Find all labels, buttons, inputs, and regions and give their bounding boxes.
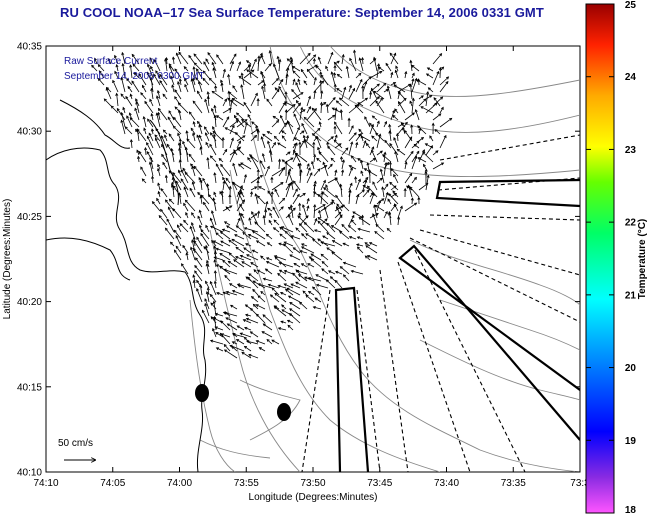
colorbar — [585, 3, 615, 514]
scale-label: 50 cm/s — [58, 438, 93, 449]
dashed-transect-lines — [301, 134, 580, 472]
x-tick-label: 73:35 — [501, 478, 526, 489]
colorbar-tick-label: 21 — [625, 290, 637, 301]
x-tick-label: 73:3 — [570, 478, 590, 489]
colorbar-ticks: 25 24 23 22 21 20 19 18 — [586, 0, 636, 516]
map-title: RU COOL NOAA–17 Sea Surface Temperature:… — [60, 5, 544, 20]
colorbar-tick-label: 20 — [625, 363, 637, 374]
colorbar-label: Temperature (°C) — [637, 219, 648, 300]
y-axis-label: Latitude (Degrees:Minutes) — [2, 199, 13, 320]
legend-line-2: September 14, 2006 0300 GMT — [64, 71, 205, 82]
legend-line-1: Raw Surface Current — [64, 56, 158, 67]
y-tick-label: 40:30 — [17, 127, 42, 138]
y-tick-label: 40:25 — [17, 212, 42, 223]
x-axis-ticks: 74:10 74:05 74:00 73:55 73:50 73:45 73:40 73:35… — [33, 46, 590, 489]
colorbar-tick-label: 25 — [625, 0, 637, 11]
x-tick-label: 73:55 — [234, 478, 259, 489]
station-marker — [195, 384, 209, 402]
surface-current-vectors — [91, 49, 453, 359]
x-tick-label: 73:45 — [367, 478, 392, 489]
y-tick-label: 40:15 — [17, 382, 42, 393]
x-tick-label: 74:10 — [33, 478, 58, 489]
colorbar-tick-label: 23 — [625, 145, 637, 156]
colorbar-tick-label: 19 — [625, 436, 637, 447]
station-marker — [277, 403, 291, 421]
x-tick-label: 73:40 — [434, 478, 459, 489]
sampling-boxes — [334, 178, 580, 472]
y-tick-label: 40:10 — [17, 468, 42, 479]
y-axis-ticks: 40:35 40:30 40:25 40:20 40:15 40:10 — [17, 42, 580, 479]
x-tick-label: 74:05 — [100, 478, 125, 489]
x-tick-label: 74:00 — [167, 478, 192, 489]
colorbar-tick-label: 22 — [625, 218, 637, 229]
colorbar-tick-label: 18 — [625, 505, 637, 516]
y-tick-label: 40:35 — [17, 42, 42, 53]
colorbar-tick-label: 24 — [625, 72, 637, 83]
x-tick-label: 73:50 — [300, 478, 325, 489]
y-tick-label: 40:20 — [17, 297, 42, 308]
x-axis-label: Longitude (Degrees:Minutes) — [249, 492, 378, 503]
